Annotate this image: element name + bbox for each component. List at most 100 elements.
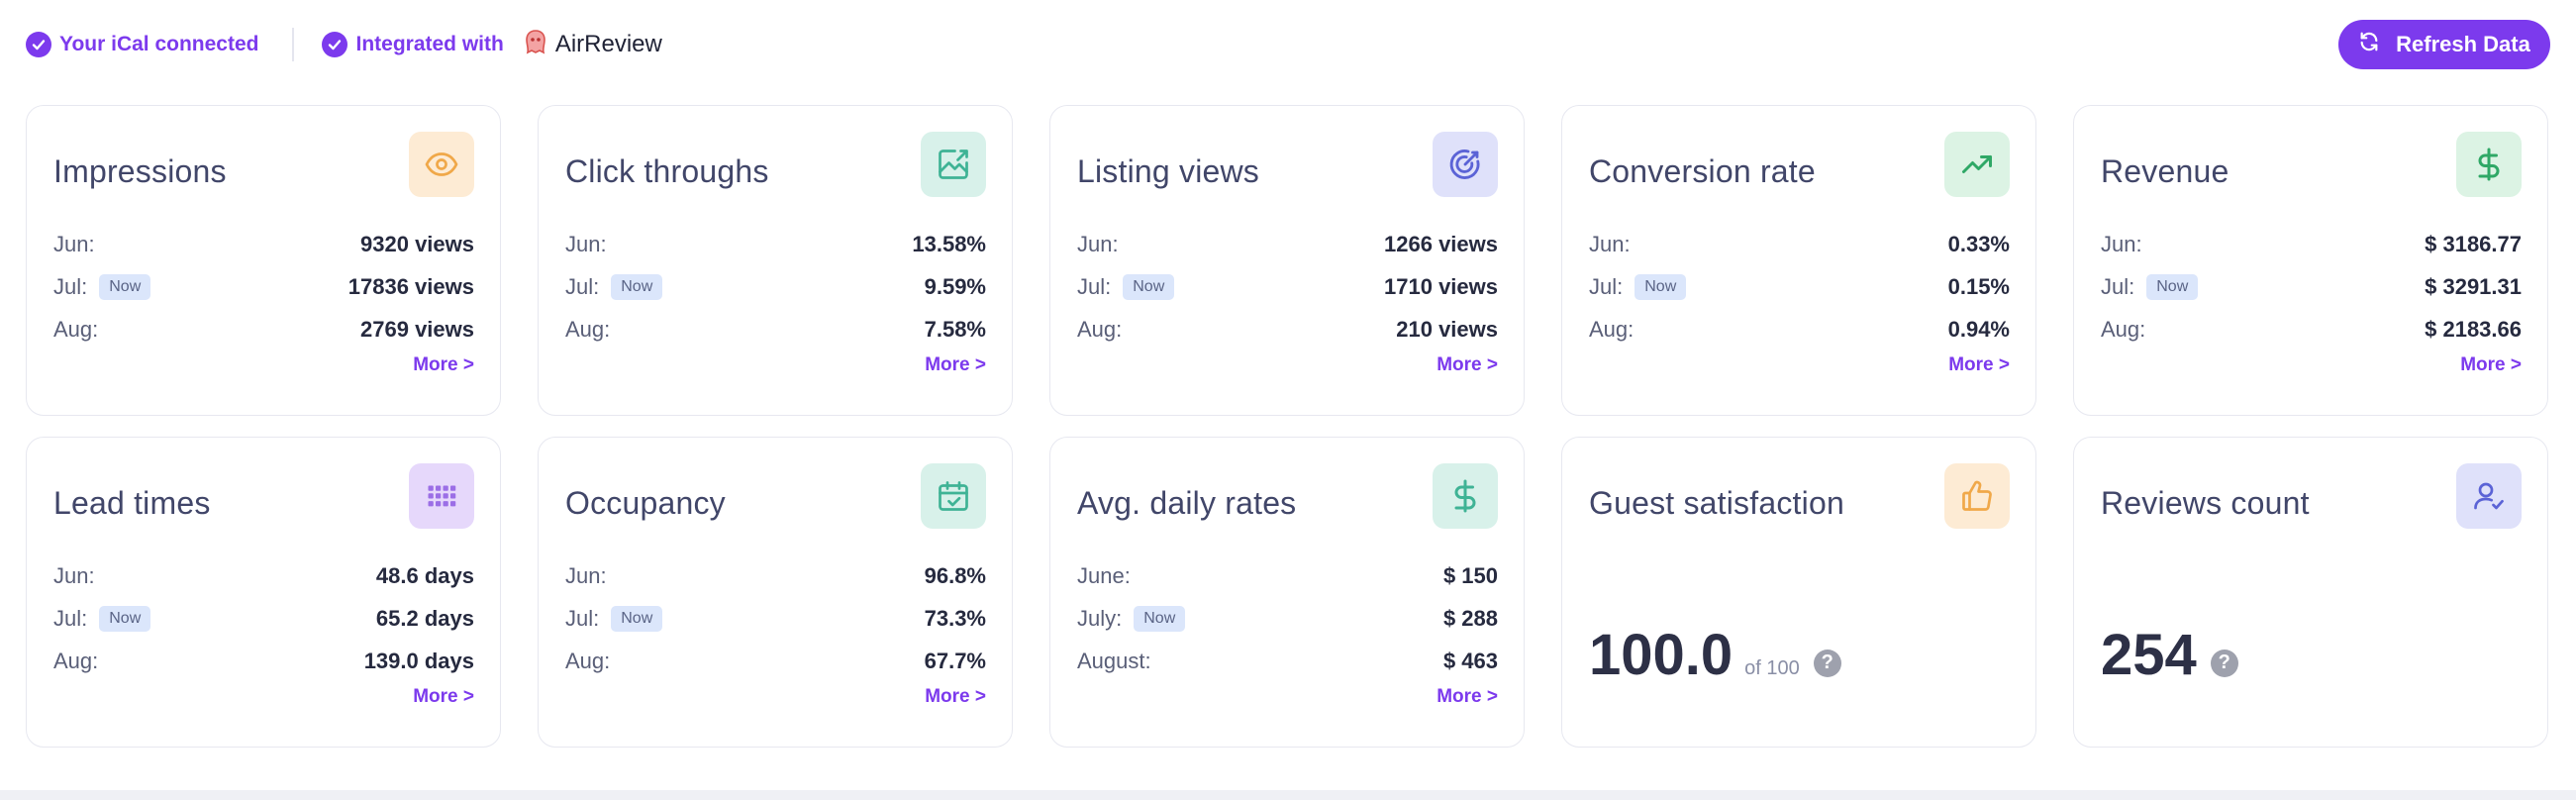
reviews-count-card: Reviews count 254 ?	[2073, 437, 2548, 748]
card-title: Guest satisfaction	[1589, 485, 1844, 521]
more-link[interactable]: More >	[1437, 686, 1498, 707]
lead-times-card: Lead times Jun: 48.6 days Jul: Now 65.2 …	[26, 437, 501, 748]
row-label: Jun:	[565, 231, 607, 256]
satisfaction-value: 100.0	[1589, 623, 1734, 687]
row-value: 7.58%	[924, 316, 986, 342]
now-badge: Now	[611, 605, 663, 632]
metric-row: Jul: Now $ 3291.31	[2101, 265, 2522, 308]
row-value: 139.0 days	[363, 648, 474, 673]
metric-row: Jun: $ 3186.77	[2101, 223, 2522, 265]
metric-row: Jun: 0.33%	[1589, 223, 2010, 265]
metric-row: Aug: 210 views	[1077, 308, 1498, 350]
metric-row: Aug: $ 2183.66	[2101, 308, 2522, 350]
now-badge: Now	[1635, 273, 1687, 300]
row-label: Jul:	[1589, 273, 1624, 299]
metric-row: Jun: 9320 views	[53, 223, 474, 265]
card-title: Click throughs	[565, 153, 769, 189]
help-icon[interactable]: ?	[1813, 649, 1841, 677]
row-label: Aug:	[565, 648, 611, 673]
conversion-rate-card: Conversion rate Jun: 0.33% Jul: Now 0.15…	[1561, 105, 2036, 416]
row-label: Jun:	[53, 231, 95, 256]
metric-rows: Jun: 1266 views Jul: Now 1710 views Aug:…	[1077, 223, 1498, 350]
row-value: $ 3291.31	[2425, 273, 2522, 299]
refresh-icon	[2358, 31, 2380, 58]
metric-row: Aug: 67.7%	[565, 640, 986, 682]
airreview-logo-icon	[524, 29, 547, 61]
now-badge: Now	[1134, 605, 1186, 632]
row-value: $ 150	[1442, 562, 1498, 588]
more-link[interactable]: More >	[413, 354, 474, 375]
metric-row: Aug: 7.58%	[565, 308, 986, 350]
metric-row: Jul: Now 0.15%	[1589, 265, 2010, 308]
now-badge: Now	[611, 273, 663, 300]
row-label: Jun:	[1589, 231, 1631, 256]
card-title: Revenue	[2101, 153, 2229, 189]
ical-status-text: Your iCal connected	[59, 33, 259, 55]
refresh-data-label: Refresh Data	[2396, 32, 2530, 56]
metric-row: Jul: Now 73.3%	[565, 597, 986, 640]
user-check-icon	[2456, 463, 2522, 529]
card-title: Listing views	[1077, 153, 1260, 189]
row-value: 1266 views	[1384, 231, 1498, 256]
card-title: Impressions	[53, 153, 227, 189]
help-icon[interactable]: ?	[2210, 649, 2238, 677]
row-label: Jun:	[53, 562, 95, 588]
row-label: Aug:	[1077, 316, 1123, 342]
check-circle-icon	[26, 32, 51, 57]
more-link[interactable]: More >	[2460, 354, 2522, 375]
metric-row: Jul: Now 17836 views	[53, 265, 474, 308]
top-bar: Your iCal connected Integrated with AirR…	[26, 20, 2550, 69]
row-label: Jun:	[1077, 231, 1119, 256]
metric-rows: June: $ 150 July: Now $ 288 August: $ 46…	[1077, 554, 1498, 682]
row-label: Jul:	[53, 273, 88, 299]
metric-row: Jul: Now 9.59%	[565, 265, 986, 308]
metric-row: August: $ 463	[1077, 640, 1498, 682]
row-value: 0.94%	[1947, 316, 2010, 342]
metric-row: Jun: 96.8%	[565, 554, 986, 597]
row-value: $ 3186.77	[2425, 231, 2522, 256]
more-link[interactable]: More >	[925, 354, 986, 375]
reviews-total: 254 ?	[2101, 622, 2238, 688]
more-link[interactable]: More >	[1948, 354, 2010, 375]
more-link[interactable]: More >	[925, 686, 986, 707]
more-link[interactable]: More >	[1437, 354, 1498, 375]
metric-row: Aug: 139.0 days	[53, 640, 474, 682]
metric-row: Jul: Now 1710 views	[1077, 265, 1498, 308]
metric-rows: Jun: 9320 views Jul: Now 17836 views Aug…	[53, 223, 474, 350]
card-title: Avg. daily rates	[1077, 485, 1297, 521]
row-value: 96.8%	[924, 562, 986, 588]
metric-row: July: Now $ 288	[1077, 597, 1498, 640]
divider	[292, 28, 295, 61]
row-value: 48.6 days	[375, 562, 474, 588]
now-badge: Now	[2146, 273, 2199, 300]
row-label: Jul:	[2101, 273, 2135, 299]
avg-daily-rates-card: Avg. daily rates June: $ 150 July: Now $…	[1049, 437, 1525, 748]
card-title: Lead times	[53, 485, 211, 521]
reviews-value: 254	[2101, 623, 2197, 687]
now-badge: Now	[99, 273, 151, 300]
row-label: Aug:	[53, 648, 99, 673]
row-label: Jun:	[2101, 231, 2142, 256]
airreview-brand-name: AirReview	[554, 31, 662, 57]
more-link[interactable]: More >	[413, 686, 474, 707]
row-label: July:	[1077, 605, 1123, 631]
row-label: Aug:	[565, 316, 611, 342]
row-value: 67.7%	[924, 648, 986, 673]
row-value: 0.15%	[1947, 273, 2010, 299]
row-value: 65.2 days	[375, 605, 474, 631]
row-label: Jul:	[565, 605, 600, 631]
dollar-icon	[1433, 463, 1498, 529]
metric-row: Jun: 1266 views	[1077, 223, 1498, 265]
row-label: Aug:	[2101, 316, 2146, 342]
ical-status: Your iCal connected	[26, 32, 258, 57]
refresh-data-button[interactable]: Refresh Data	[2338, 20, 2550, 69]
listing-views-card: Listing views Jun: 1266 views Jul: Now 1…	[1049, 105, 1525, 416]
row-label: Jul:	[565, 273, 600, 299]
click-throughs-card: Click throughs Jun: 13.58% Jul: Now 9.59…	[538, 105, 1013, 416]
metric-row: Jun: 48.6 days	[53, 554, 474, 597]
impressions-card: Impressions Jun: 9320 views Jul: Now 178…	[26, 105, 501, 416]
row-value: $ 288	[1442, 605, 1498, 631]
check-circle-icon	[322, 32, 348, 57]
row-value: 9320 views	[360, 231, 474, 256]
row-value: $ 2183.66	[2425, 316, 2522, 342]
